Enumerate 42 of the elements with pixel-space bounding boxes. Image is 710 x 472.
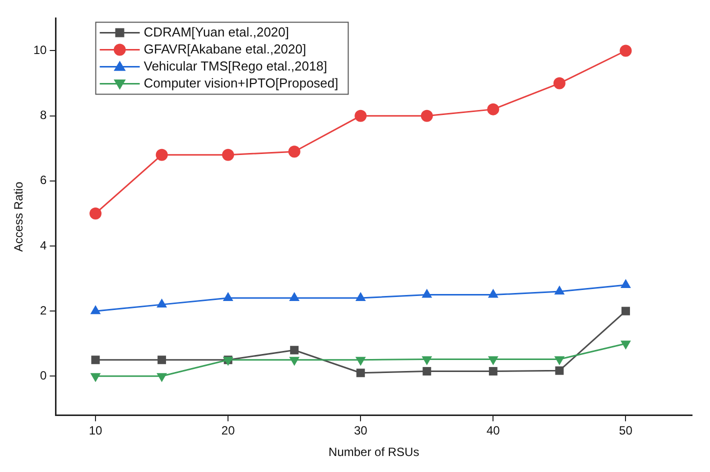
point: [488, 356, 498, 366]
point: [355, 356, 366, 366]
point: [156, 148, 168, 161]
legend-label: GFAVR[Akabane etal.,2020]: [144, 41, 306, 56]
legend-label: Computer vision+IPTO[Proposed]: [144, 75, 338, 90]
point: [90, 373, 101, 382]
point: [289, 356, 300, 366]
y-tick-label: 6: [40, 173, 48, 188]
x-tick-label: 20: [221, 424, 236, 438]
point: [288, 146, 300, 158]
point: [621, 306, 630, 316]
point: [487, 103, 500, 116]
point: [554, 356, 565, 366]
point: [290, 346, 299, 354]
x-tick-label: 40: [486, 424, 500, 438]
y-axis-title: Access Ratio: [12, 181, 26, 252]
x-tick-label: 30: [354, 424, 368, 438]
legend-label: CDRAM[Yuan etal.,2020]: [144, 24, 289, 40]
x-axis-title: Number of RSUs: [328, 445, 420, 460]
y-tick-label: 2: [40, 303, 48, 318]
point: [91, 356, 100, 364]
point: [356, 368, 365, 378]
point: [620, 44, 632, 57]
point: [553, 77, 566, 90]
point: [156, 373, 167, 382]
point: [354, 110, 367, 122]
y-tick-label: 0: [40, 368, 48, 382]
x-tick-label: 10: [88, 424, 103, 438]
y-tick-label: 4: [40, 238, 48, 252]
legend-label: Vehicular TMS[Rego etal.,2018]: [144, 58, 328, 74]
point: [555, 366, 564, 375]
point: [420, 110, 433, 122]
point: [90, 207, 102, 220]
point: [158, 356, 166, 364]
point: [422, 367, 432, 376]
y-tick-label: 10: [33, 43, 48, 58]
point: [488, 367, 498, 376]
point: [222, 148, 234, 161]
point: [620, 340, 631, 350]
point: [422, 356, 432, 366]
x-tick-label: 50: [619, 424, 633, 438]
y-tick-label: 8: [40, 108, 48, 122]
